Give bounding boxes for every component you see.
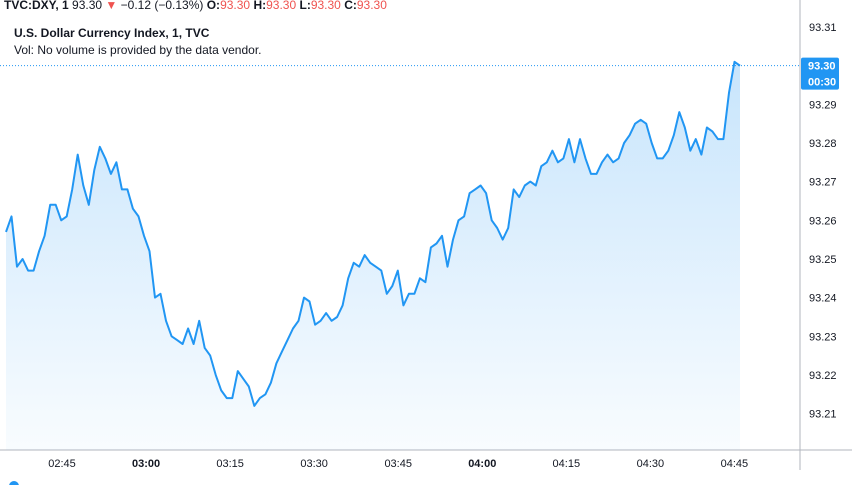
price-change: −0.12 (−0.13%)	[120, 0, 204, 12]
price-tick-label: 93.27	[809, 177, 837, 189]
legend-line: TVC:DXY, 1 93.30 ▼ −0.12 (−0.13%) O:93.3…	[4, 0, 387, 12]
symbol: TVC:DXY, 1	[4, 0, 69, 12]
time-tick-label: 04:00	[468, 458, 496, 470]
chart-title: U.S. Dollar Currency Index, 1, TVC	[14, 26, 210, 40]
price-series-line[interactable]	[5, 60, 741, 407]
price-tick-label: 93.25	[809, 254, 837, 266]
open-value: 93.30	[220, 0, 251, 12]
high-value: 93.30	[266, 0, 297, 12]
logo-icon	[9, 481, 19, 485]
price-tick-label: 93.28	[809, 138, 837, 150]
time-tick-label: 04:30	[637, 458, 665, 470]
time-tick-label: 03:15	[216, 458, 244, 470]
last-price: 93.30	[72, 0, 103, 12]
price-tick-label: 93.22	[809, 370, 837, 382]
time-tick-label: 03:30	[300, 458, 328, 470]
high-label: H:	[253, 0, 267, 12]
price-tick-label: 93.21	[809, 409, 837, 421]
low-label: L:	[299, 0, 311, 12]
time-tick-label: 04:15	[553, 458, 581, 470]
time-tick-label: 02:45	[48, 458, 76, 470]
open-label: O:	[206, 0, 221, 12]
price-badge-countdown: 00:30	[808, 77, 836, 89]
low-value: 93.30	[310, 0, 341, 12]
time-tick-label: 03:00	[132, 458, 160, 470]
close-label: C:	[344, 0, 357, 12]
price-badge: 93.30 00:30	[801, 57, 839, 90]
price-tick-label: 93.31	[809, 22, 837, 34]
time-tick-label: 03:45	[384, 458, 412, 470]
time-axis[interactable]: 02:45 03:00 03:15 03:30 03:45 04:00 04:15 04:30…	[48, 458, 748, 470]
close-value: 93.30	[356, 0, 387, 12]
price-tick-label: 93.26	[809, 215, 837, 227]
price-tick-label: 93.23	[809, 331, 837, 343]
down-arrow-icon: ▼	[105, 0, 118, 12]
price-tick-label: 93.29	[809, 99, 837, 111]
area-fill	[6, 61, 740, 451]
volume-note: Vol: No volume is provided by the data v…	[14, 43, 262, 57]
time-tick-label: 04:45	[721, 458, 749, 470]
price-badge-value: 93.30	[808, 61, 836, 73]
price-badge-bg	[801, 57, 839, 90]
price-tick-label: 93.24	[809, 293, 837, 305]
